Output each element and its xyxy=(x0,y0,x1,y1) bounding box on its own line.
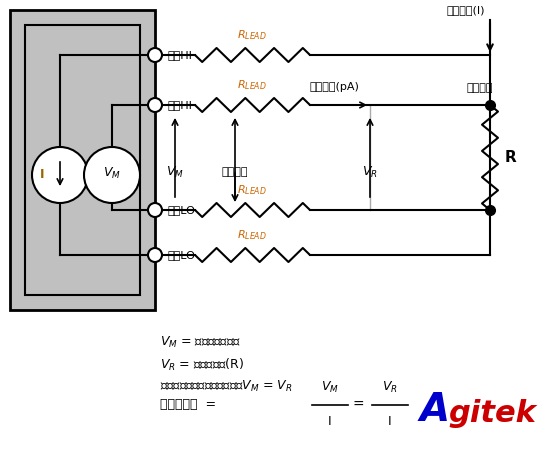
Text: $V_M$: $V_M$ xyxy=(166,165,184,179)
Text: 检测LO: 检测LO xyxy=(167,205,195,215)
Text: I: I xyxy=(388,415,392,428)
Text: 待测电阻: 待测电阻 xyxy=(467,83,493,93)
Text: 由于检测电流可以忽略，所以$V_M$ = $V_R$: 由于检测电流可以忽略，所以$V_M$ = $V_R$ xyxy=(160,379,293,394)
Text: 检测HI: 检测HI xyxy=(167,100,192,110)
Text: 电源HI: 电源HI xyxy=(167,50,192,60)
Bar xyxy=(10,10,155,310)
Text: $R_{LEAD}$: $R_{LEAD}$ xyxy=(237,228,267,242)
Text: 检测电流(pA): 检测电流(pA) xyxy=(310,82,360,92)
Text: $R_{LEAD}$: $R_{LEAD}$ xyxy=(237,78,267,92)
Text: $V_M$: $V_M$ xyxy=(103,166,121,180)
Text: R: R xyxy=(505,149,517,165)
Text: I: I xyxy=(328,415,332,428)
Text: 测试电流(I): 测试电流(I) xyxy=(447,5,485,15)
Text: 电源LO: 电源LO xyxy=(167,250,195,260)
Text: $V_M$ = 仪表测量的电压: $V_M$ = 仪表测量的电压 xyxy=(160,335,241,350)
Text: $V_R$ = 电阻器电压(R): $V_R$ = 电阻器电压(R) xyxy=(160,357,244,373)
Circle shape xyxy=(148,48,162,62)
Circle shape xyxy=(148,248,162,262)
Text: I: I xyxy=(40,169,44,181)
Text: 测量的电阻  =: 测量的电阻 = xyxy=(160,399,220,411)
Text: $V_R$: $V_R$ xyxy=(382,380,398,395)
Text: 引线电阻: 引线电阻 xyxy=(222,167,248,177)
Text: gitek: gitek xyxy=(448,399,536,428)
Circle shape xyxy=(148,98,162,112)
Text: $V_R$: $V_R$ xyxy=(362,165,378,179)
Text: $R_{LEAD}$: $R_{LEAD}$ xyxy=(237,28,267,42)
Circle shape xyxy=(32,147,88,203)
Text: A: A xyxy=(420,391,450,429)
Circle shape xyxy=(148,203,162,217)
Text: =: = xyxy=(352,398,364,412)
Text: $R_{LEAD}$: $R_{LEAD}$ xyxy=(237,183,267,197)
Circle shape xyxy=(84,147,140,203)
Bar xyxy=(25,25,140,295)
Text: $V_M$: $V_M$ xyxy=(321,380,339,395)
